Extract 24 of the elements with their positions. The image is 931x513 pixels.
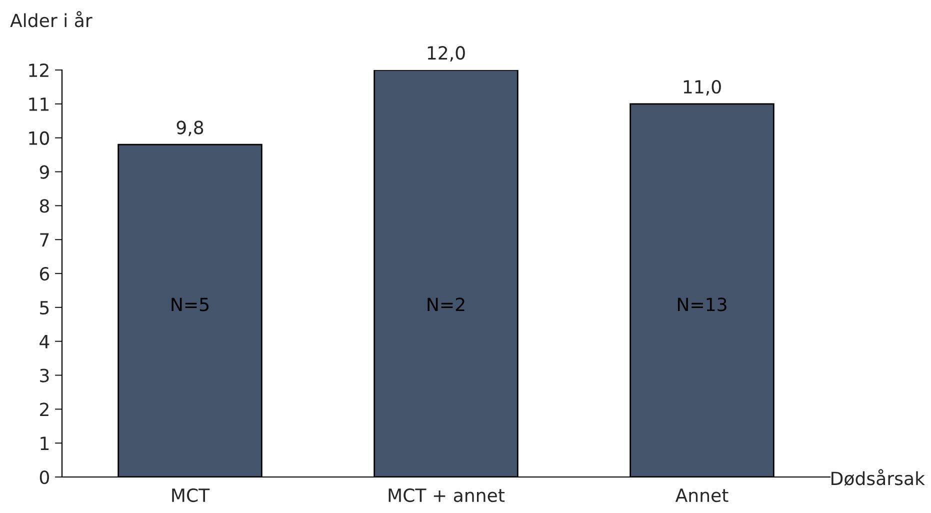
y-tick-label: 8 [40,199,49,213]
y-tick-label: 0 [40,470,49,484]
y-tick-label: 4 [40,335,50,348]
data-label: 9,8 [176,120,204,136]
y-tick-label: 7 [40,233,49,246]
y-tick-label: 3 [40,368,49,382]
y-tick-label: 1 [40,436,49,450]
y-tick-label: 10 [29,131,49,145]
y-tick-label: 11 [29,98,49,111]
x-axis-title: Dødsårsak [832,469,925,486]
y-axis-title: Alder i år [10,11,92,28]
x-tick-label: Annet [675,488,728,502]
annotation: N=13 [678,298,726,312]
x-tick-label: MCT [172,488,210,502]
x-tick-label: MCT + annet [388,488,505,502]
y-tick-label: 6 [40,266,50,281]
data-label: 12,0 [428,46,465,62]
y-tick-label: 12 [29,63,48,77]
annotation: N=2 [428,298,464,312]
y-tick-label: 2 [40,402,48,416]
annotation: N=5 [172,298,208,312]
data-label: 11,0 [684,80,721,96]
y-tick-label: 9 [40,165,49,179]
y-tick-label: 5 [40,301,49,315]
